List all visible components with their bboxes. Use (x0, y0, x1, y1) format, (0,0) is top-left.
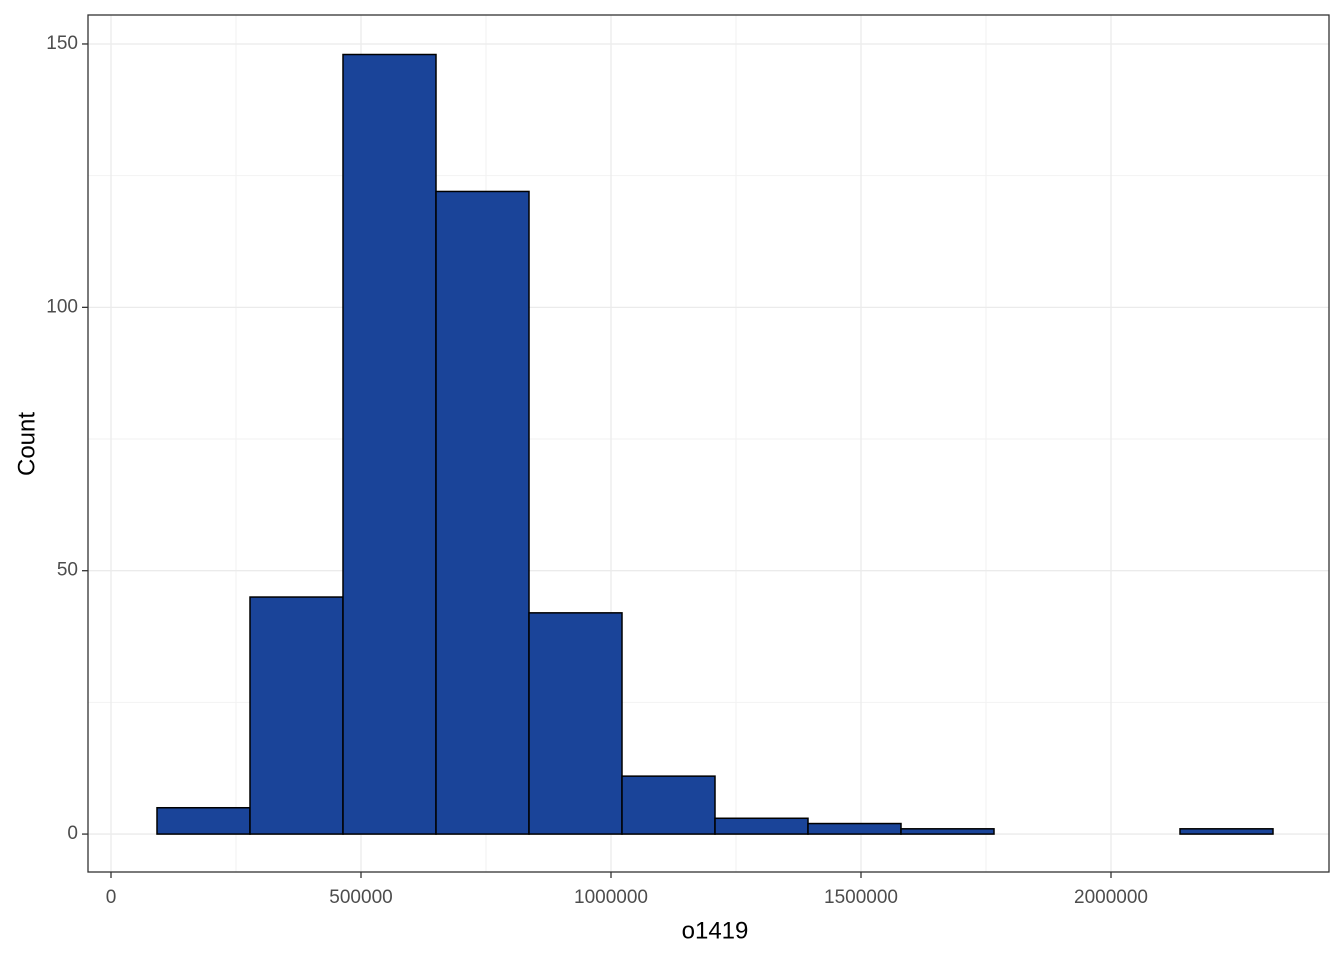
y-tick-label: 150 (46, 33, 78, 54)
x-tick-label: 500000 (329, 887, 392, 908)
bar (435, 190, 530, 835)
x-tick-label: 0 (106, 887, 117, 908)
bar (807, 822, 902, 835)
x-axis-title: o1419 (682, 917, 749, 944)
x-tick-label: 2000000 (1074, 887, 1148, 908)
bar (528, 612, 623, 835)
bar (342, 53, 437, 835)
x-tick-label: 1000000 (574, 887, 648, 908)
bar (156, 806, 251, 835)
bar (714, 817, 809, 835)
bar (900, 828, 995, 835)
y-axis-title: Count (13, 412, 40, 476)
panel-border (87, 14, 1330, 873)
bar (1179, 828, 1274, 835)
bar (621, 775, 716, 835)
y-tick-label: 0 (67, 823, 78, 844)
y-tick-label: 100 (46, 296, 78, 317)
y-tick-label: 50 (57, 560, 78, 581)
x-tick-label: 1500000 (824, 887, 898, 908)
bar (249, 596, 344, 835)
